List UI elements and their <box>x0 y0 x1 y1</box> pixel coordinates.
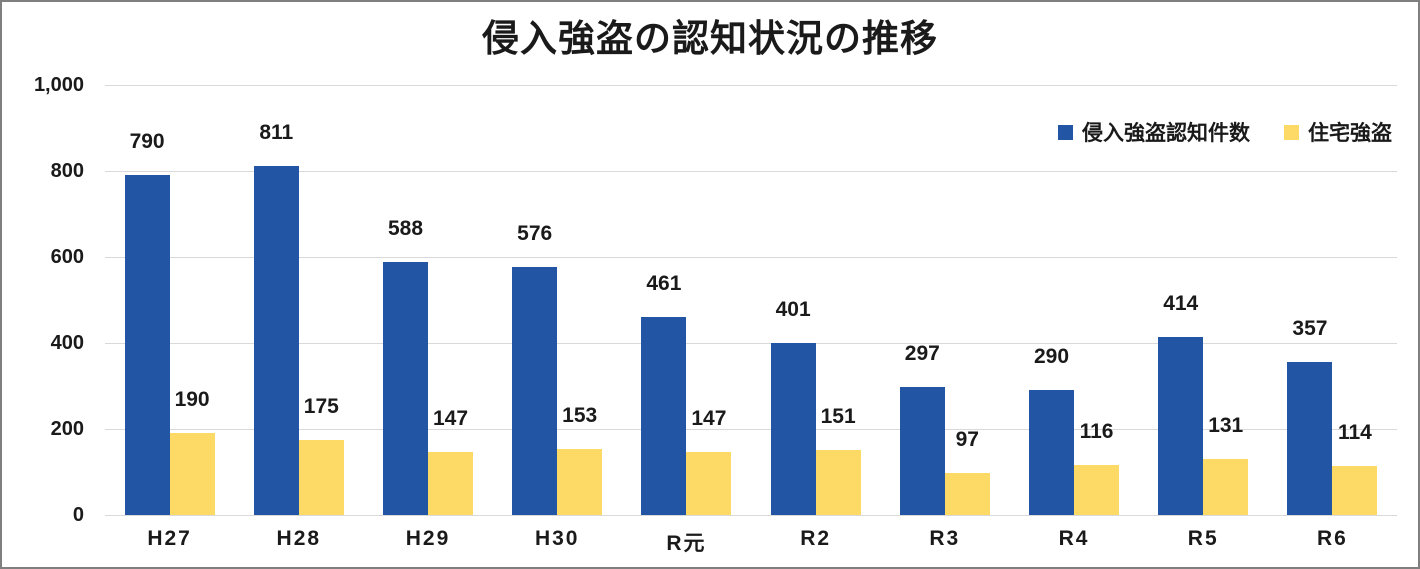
bar-group: 357 114 <box>1268 85 1397 515</box>
x-tick-label: R3 <box>929 527 961 550</box>
bars-layer: 790 190 811 175 588 147 576 153 461 147 401 151 297 9… <box>105 85 1397 515</box>
bar-series-1: 290 <box>1029 345 1075 515</box>
x-axis: H27 H28 H29 H30 R元 R2 R3 R4 R5 R6 <box>105 527 1397 557</box>
legend-swatch-yellow-icon <box>1284 124 1299 140</box>
bar-group: 297 97 <box>880 85 1009 515</box>
bar-group: 576 153 <box>493 85 622 515</box>
bar-series-1: 588 <box>383 217 428 515</box>
bar-value-label: 576 <box>517 222 553 246</box>
bar-series-1: 811 <box>253 121 299 515</box>
y-tick-label: 600 <box>50 246 84 268</box>
legend-item-series-2: 住宅強盗 <box>1284 117 1392 147</box>
bar-series-1: 401 <box>770 298 816 515</box>
bar-group: 401 151 <box>751 85 880 515</box>
bar-value-label: 153 <box>562 404 598 428</box>
x-tick-label: R5 <box>1187 527 1219 550</box>
bar-group: 461 147 <box>622 85 751 515</box>
gridline <box>105 85 1397 86</box>
bar-series-2: 131 <box>1203 414 1249 515</box>
bar-value-label: 588 <box>387 217 424 241</box>
bar-value-label: 131 <box>1208 413 1244 437</box>
bar-series-2: 114 <box>1332 421 1378 515</box>
x-tick-label: R4 <box>1058 527 1090 550</box>
bar-value-label: 414 <box>1163 291 1199 315</box>
bar-value-label: 461 <box>646 271 682 295</box>
bar-series-2: 151 <box>815 405 861 515</box>
bar-value-label: 114 <box>1337 420 1372 444</box>
gridline <box>105 515 1397 516</box>
bar-value-label: 357 <box>1292 316 1328 340</box>
bar-value-label: 401 <box>775 297 811 321</box>
gridline <box>105 429 1397 430</box>
bar-value-label: 190 <box>174 388 210 412</box>
y-tick-label: 400 <box>50 332 84 354</box>
gridline <box>105 257 1397 258</box>
bar-series-2: 175 <box>298 395 344 515</box>
bar-value-label: 97 <box>955 428 979 452</box>
bar-group: 414 131 <box>1139 85 1268 515</box>
bar-series-1: 461 <box>641 272 687 515</box>
y-tick-label: 200 <box>50 418 84 440</box>
bar-value-label: 811 <box>259 121 294 145</box>
bar-group: 290 116 <box>1009 85 1138 515</box>
bar-series-1: 576 <box>512 222 558 515</box>
y-tick-label: 800 <box>50 160 84 182</box>
bar-value-label: 790 <box>129 130 165 154</box>
x-tick-label: H28 <box>276 527 322 550</box>
bar-series-2: 147 <box>686 407 732 515</box>
bar-group: 588 147 <box>363 85 492 515</box>
bar-series-2: 97 <box>944 428 990 515</box>
x-tick-label: H29 <box>405 527 451 550</box>
bar-series-1: 297 <box>899 342 945 515</box>
y-tick-label: 1,000 <box>33 74 84 96</box>
legend: 侵入強盗認知件数 住宅強盗 <box>1058 117 1392 147</box>
legend-label-series-1: 侵入強盗認知件数 <box>1082 122 1250 145</box>
bar-series-1: 414 <box>1158 292 1204 515</box>
legend-swatch-blue-icon <box>1058 124 1073 140</box>
bar-group: 790 190 <box>105 85 234 515</box>
bar-series-1: 790 <box>124 130 170 515</box>
x-tick-label: R元 <box>666 532 707 555</box>
bar-series-2: 147 <box>428 407 473 515</box>
bar-value-label: 116 <box>1079 420 1114 444</box>
gridline <box>105 171 1397 172</box>
bar-series-2: 153 <box>557 404 603 515</box>
y-axis: 0 200 400 600 800 1,000 <box>2 74 84 526</box>
bar-series-2: 190 <box>169 388 215 515</box>
bar-value-label: 147 <box>691 406 727 430</box>
bar-series-2: 116 <box>1074 420 1120 515</box>
bar-value-label: 151 <box>820 405 856 429</box>
x-tick-label: R2 <box>800 527 832 550</box>
bar-value-label: 175 <box>303 394 339 418</box>
bar-value-label: 290 <box>1033 345 1070 369</box>
plot-area: 790 190 811 175 588 147 576 153 461 147 401 151 297 9… <box>105 85 1397 516</box>
legend-label-series-2: 住宅強盗 <box>1308 122 1392 145</box>
bar-group: 811 175 <box>234 85 363 515</box>
x-tick-label: H30 <box>534 527 580 550</box>
bar-value-label: 147 <box>432 406 469 430</box>
x-tick-label: H27 <box>147 527 192 550</box>
gridline <box>105 343 1397 344</box>
y-tick-label: 0 <box>72 504 84 526</box>
x-tick-label: R6 <box>1317 527 1348 550</box>
bar-series-1: 357 <box>1287 317 1333 515</box>
chart-title: 侵入強盗の認知状況の推移 <box>482 18 938 59</box>
bar-value-label: 297 <box>904 342 940 366</box>
legend-item-series-1: 侵入強盗認知件数 <box>1058 117 1250 147</box>
